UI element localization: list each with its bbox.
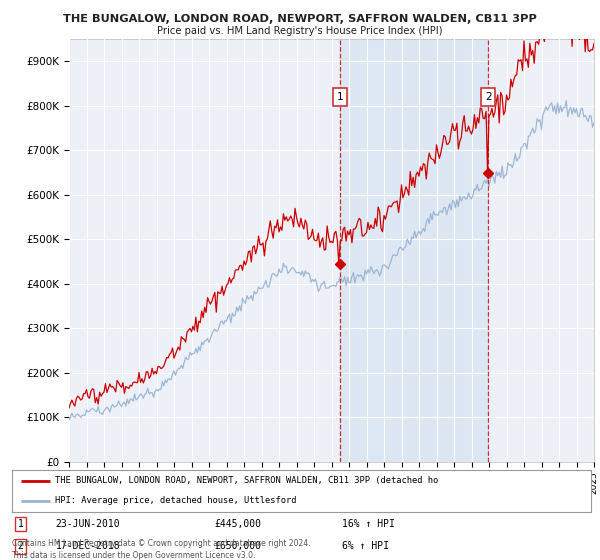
Bar	[340, 39, 488, 462]
Text: THE BUNGALOW, LONDON ROAD, NEWPORT, SAFFRON WALDEN, CB11 3PP: THE BUNGALOW, LONDON ROAD, NEWPORT, SAFF…	[63, 14, 537, 24]
Text: 2: 2	[485, 92, 491, 102]
Text: 2: 2	[18, 542, 23, 552]
Text: HPI: Average price, detached house, Uttlesford: HPI: Average price, detached house, Uttl…	[55, 496, 297, 505]
Text: 1: 1	[337, 92, 343, 102]
Text: £445,000: £445,000	[215, 519, 262, 529]
Text: 16% ↑ HPI: 16% ↑ HPI	[342, 519, 395, 529]
Text: 23-JUN-2010: 23-JUN-2010	[55, 519, 120, 529]
Text: 1: 1	[18, 519, 23, 529]
Text: THE BUNGALOW, LONDON ROAD, NEWPORT, SAFFRON WALDEN, CB11 3PP (detached ho: THE BUNGALOW, LONDON ROAD, NEWPORT, SAFF…	[55, 477, 439, 486]
Text: Contains HM Land Registry data © Crown copyright and database right 2024.
This d: Contains HM Land Registry data © Crown c…	[12, 539, 311, 560]
Text: Price paid vs. HM Land Registry's House Price Index (HPI): Price paid vs. HM Land Registry's House …	[157, 26, 443, 36]
Text: 17-DEC-2018: 17-DEC-2018	[55, 542, 120, 552]
Text: 6% ↑ HPI: 6% ↑ HPI	[342, 542, 389, 552]
Text: £650,000: £650,000	[215, 542, 262, 552]
